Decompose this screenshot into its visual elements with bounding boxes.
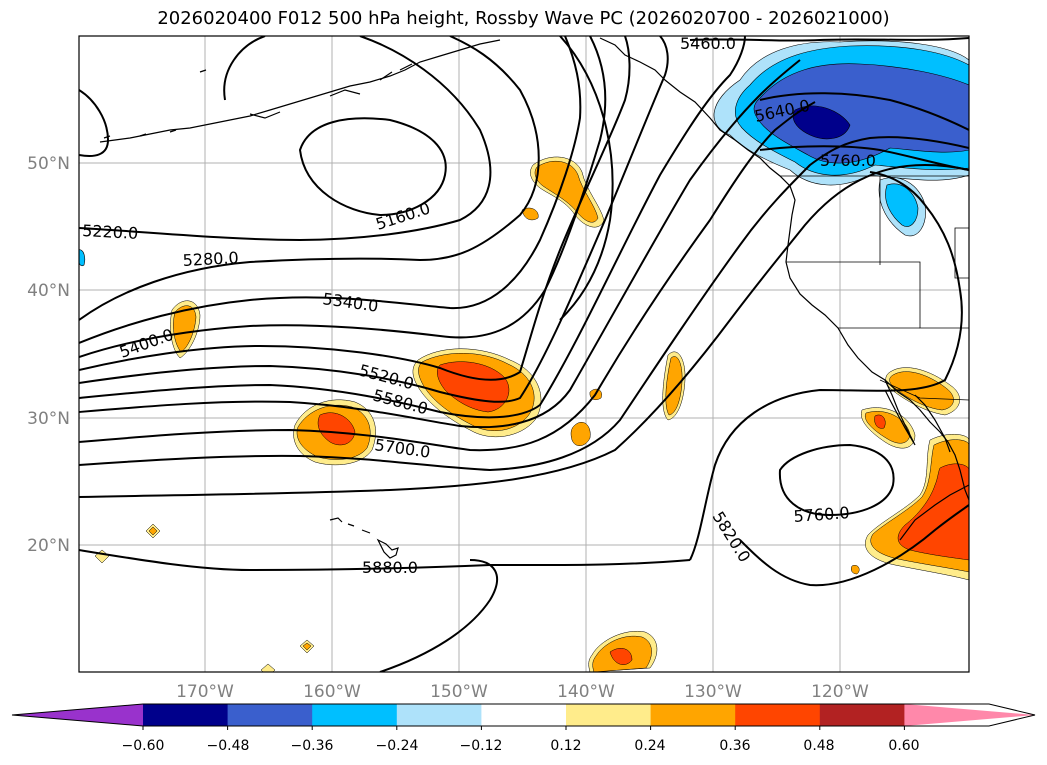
colorbar-cell	[143, 704, 229, 726]
lat-label: 50°N	[27, 154, 70, 174]
longitude-labels: 170°W 160°W 150°W 140°W 130°W 120°W	[176, 682, 869, 702]
height-contours	[79, 36, 969, 672]
colorbar-tick-label: −0.60	[122, 738, 165, 754]
map-frame	[78, 35, 970, 673]
lon-label: 130°W	[684, 682, 742, 702]
coastlines	[99, 37, 969, 559]
political-borders	[780, 175, 969, 401]
colorbar-cell	[227, 704, 313, 726]
colorbar-tick-label: −0.12	[460, 738, 503, 754]
colorbar-tick-label: −0.24	[376, 738, 419, 754]
colorbar-cell	[904, 704, 1035, 726]
lat-label: 20°N	[27, 536, 70, 556]
colorbar-cell	[312, 704, 398, 726]
colorbar-cell	[566, 704, 652, 726]
map-panel: 5460.0 5640.0 5760.0 5160.0 5220.0 5280.…	[79, 34, 969, 672]
contour-label: 5880.0	[362, 558, 418, 577]
contour-label: 5760.0	[793, 503, 850, 526]
lat-label: 30°N	[27, 409, 70, 429]
lon-label: 150°W	[430, 682, 488, 702]
lon-label: 160°W	[303, 682, 361, 702]
contour-label: 5760.0	[820, 151, 876, 170]
lon-label: 120°W	[811, 682, 869, 702]
colorbar-tick-label: 0.12	[550, 738, 581, 754]
colorbar-cell	[12, 704, 143, 726]
colorbar-cells	[11, 703, 1036, 730]
colorbar-cell	[481, 704, 567, 726]
colorbar-cell	[650, 704, 736, 726]
colorbar-tick-label: 0.36	[719, 738, 750, 754]
colorbar-ticks: −0.60 −0.48 −0.36 −0.24 −0.12 0.12 0.24 …	[122, 738, 920, 754]
colorbar-tick-label: −0.36	[291, 738, 334, 754]
colorbar-cell	[735, 704, 821, 726]
colorbar-tick-label: 0.24	[634, 738, 665, 754]
latitude-labels: 50°N 40°N 30°N 20°N	[27, 154, 70, 556]
colorbar-cell	[819, 704, 905, 726]
lon-label: 170°W	[176, 682, 234, 702]
colorbar-cell	[396, 704, 482, 726]
contour-label: 5460.0	[680, 34, 736, 53]
colorbar-tick-label: 0.60	[888, 738, 919, 754]
map-title: 2026020400 F012 500 hPa height, Rossby W…	[157, 8, 890, 29]
lon-label: 140°W	[557, 682, 615, 702]
lat-label: 40°N	[27, 281, 70, 301]
colorbar-tick-label: −0.48	[207, 738, 250, 754]
contour-label: 5220.0	[82, 221, 139, 243]
contour-label: 5280.0	[182, 248, 239, 270]
colorbar: −0.60 −0.48 −0.36 −0.24 −0.12 0.12 0.24 …	[11, 703, 1036, 754]
colorbar-tick-label: 0.48	[803, 738, 834, 754]
